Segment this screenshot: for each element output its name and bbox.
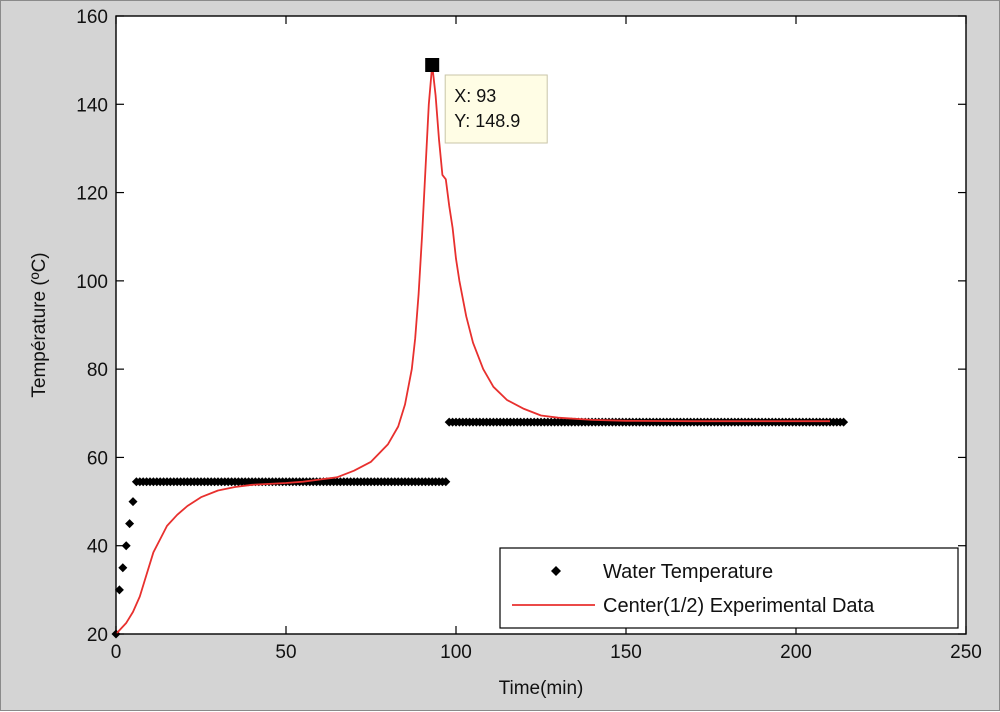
datatip-box xyxy=(444,74,548,144)
y-tick-label: 140 xyxy=(76,95,108,116)
legend-box xyxy=(499,547,959,629)
y-tick-label: 20 xyxy=(87,625,108,646)
x-tick-label: 200 xyxy=(780,642,812,663)
x-tick-label: 250 xyxy=(950,642,982,663)
legend-label-water: Water Temperature xyxy=(603,561,773,583)
legend-label-center: Center(1/2) Experimental Data xyxy=(603,595,875,617)
water-temperature-markers xyxy=(111,417,849,639)
water-temp-point xyxy=(125,519,135,529)
y-tick-label: 40 xyxy=(87,537,108,558)
y-tick-label: 160 xyxy=(76,7,108,28)
legend-marker-water xyxy=(551,566,561,576)
y-axis-label: Température (ºC) xyxy=(29,252,50,397)
y-tick-label: 60 xyxy=(87,448,108,469)
y-tick-labels: 20 40 60 80 100 120 140 160 xyxy=(76,7,108,646)
legend[interactable]: Water Temperature Center(1/2) Experiment… xyxy=(499,547,959,629)
water-temp-point xyxy=(839,417,849,427)
water-temp-point xyxy=(121,541,131,551)
water-temp-point xyxy=(128,497,138,507)
y-tick-label: 120 xyxy=(76,184,108,205)
water-temp-point xyxy=(114,585,124,595)
water-temp-point xyxy=(118,563,128,573)
datatip-x-text: X: 93 xyxy=(454,86,496,106)
data-tip[interactable]: X: 93 Y: 148.9 xyxy=(425,57,548,144)
x-tick-labels: 0 50 100 150 200 250 xyxy=(111,642,982,663)
x-axis-label: Time(min) xyxy=(499,678,584,699)
x-tick-label: 0 xyxy=(111,642,122,663)
y-tick-label: 100 xyxy=(76,272,108,293)
y-tick-label: 80 xyxy=(87,360,108,381)
x-tick-label: 150 xyxy=(610,642,642,663)
center-experimental-line xyxy=(115,64,830,635)
water-temp-point xyxy=(441,477,451,487)
axes-frame xyxy=(115,15,967,635)
datatip-marker[interactable] xyxy=(425,57,440,72)
x-tick-label: 50 xyxy=(275,642,296,663)
x-tick-label: 100 xyxy=(440,642,472,663)
datatip-y-text: Y: 148.9 xyxy=(454,111,520,131)
